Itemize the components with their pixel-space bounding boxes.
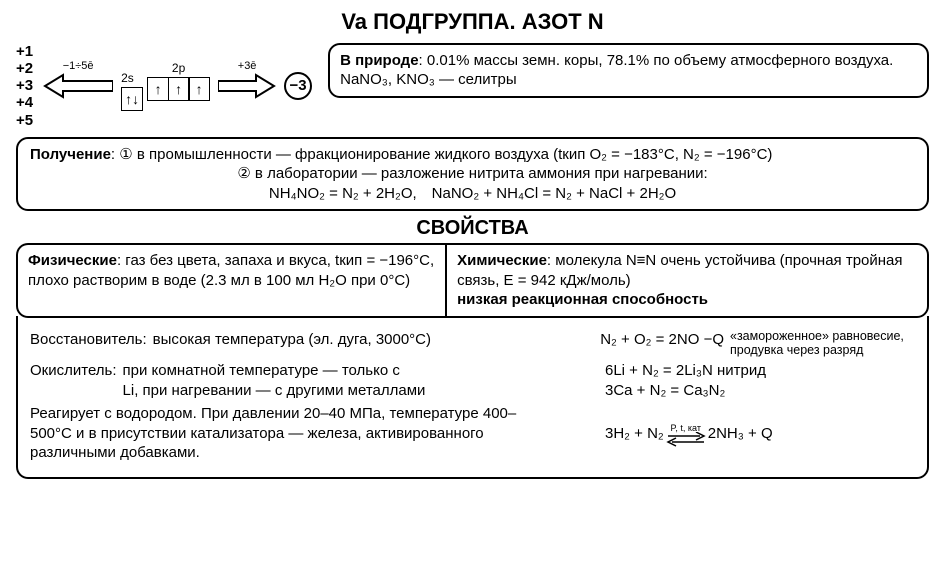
orb-2p-label: 2p [172,61,185,77]
reducer-note: «замороженное» равновесие, продувка чере… [730,330,915,358]
reversible-arrow-icon: P, t, кат [666,423,706,445]
nature-label: В природе [340,52,418,69]
oxidizer-eq1: 6Li + N₂ = 2Li₃N нитрид [605,361,915,381]
prep-label: Получение [30,146,111,163]
arrow-right-icon [218,73,276,99]
properties-heading: СВОЙСТВА [16,215,929,241]
h-eq-right: 2NH₃ + Q [708,424,773,444]
preparation-box: Получение: ① в промышленности — фракцион… [16,137,929,212]
orb-2p-cell-3: ↑ [188,77,210,101]
oxidizer-eq2: 3Ca + N₂ = Ca₃N₂ [605,381,915,401]
arrow-left-icon [43,73,113,99]
prep-line1: : ① в промышленности — фракционирование … [111,146,772,163]
oxidizer-cond2: Li, при нагревании — с другими металлами [123,381,426,401]
top-row: +1 +2 +3 +4 +5 −1÷5ē 2s ↑↓ 2p ↑ ↑ ↑ [16,43,929,129]
orb-2p-cell-1: ↑ [147,77,169,101]
physical-box: Физические: газ без цвета, запаха и вкус… [16,243,445,318]
chem-label: Химические [457,252,547,269]
orbital-diagram: −1÷5ē 2s ↑↓ 2p ↑ ↑ ↑ +3ē [43,43,312,112]
page-title: Va ПОДГРУППА. АЗОТ N [16,8,929,37]
orb-2s-label: 2s [121,71,134,87]
chem-bold: низкая реакционная способность [457,290,917,310]
nature-text: : 0.01% массы земн. коры, 78.1% по объем… [340,52,893,89]
chemical-box: Химические: молекула N≡N очень устойчива… [445,243,929,318]
reducer-cond: высокая температура (эл. дуга, 3000°C) [153,330,431,350]
reducer-eq: N₂ + O₂ = 2NO −Q [600,330,724,350]
left-arrow-label: −1÷5ē [43,59,113,73]
reducer-label: Восстановитель: [30,330,147,350]
oxidation-states: +1 +2 +3 +4 +5 [16,43,33,129]
prep-line2: ② в лаборатории — разложение нитрита амм… [30,164,915,184]
oxidizer-cond1: при комнатной температуре — только с [123,361,426,381]
orb-2s-cell: ↑↓ [121,87,143,111]
orb-2p-cell-2: ↑ [168,77,190,101]
hydrogen-text: Реагирует с водородом. При давлении 20–4… [30,404,540,463]
right-arrow-label: +3ē [218,59,276,73]
prep-eq: NH₄NO₂ = N₂ + 2H₂O, NaNO₂ + NH₄Cl = N₂ +… [30,184,915,204]
phys-label: Физические [28,252,117,269]
anion-circle: −3 [284,72,312,100]
ox-5: +5 [16,112,33,129]
reactions-box: Восстановитель: высокая температура (эл.… [16,316,929,479]
ox-2: +2 [16,60,33,77]
nature-box: В природе: 0.01% массы земн. коры, 78.1%… [328,43,929,98]
oxidizer-label: Окислитель: [30,361,117,400]
properties-row: Физические: газ без цвета, запаха и вкус… [16,243,929,318]
ox-3: +3 [16,77,33,94]
ox-4: +4 [16,94,33,111]
ox-1: +1 [16,43,33,60]
h-eq-left: 3H₂ + N₂ [605,424,664,444]
